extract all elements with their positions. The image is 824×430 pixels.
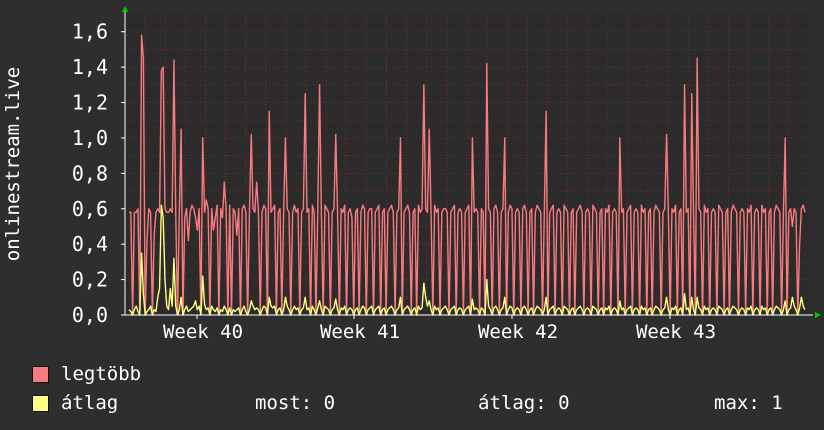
legend-swatch-max: [32, 365, 49, 383]
axes: [121, 6, 821, 319]
y-tick-label: 0,6: [72, 197, 108, 221]
x-tick-label: Week 41: [320, 321, 400, 343]
legend-item-avg: átlag: [32, 392, 119, 414]
stat-max: max: 1: [714, 392, 783, 414]
series-line-avg: [128, 204, 806, 316]
y-axis-arrow: [122, 6, 128, 12]
x-tick-label: Week 43: [636, 321, 716, 343]
y-tick-label: 1,6: [72, 20, 108, 44]
x-tick-label: Week 40: [163, 321, 243, 343]
legend-label-avg: átlag: [61, 392, 119, 414]
legend-label-max: legtöbb: [61, 363, 142, 385]
y-tick-label: 0,2: [72, 268, 108, 292]
x-tick-labels: Week 40 Week 41 Week 42 Week 43: [163, 321, 716, 343]
y-tick-label: 1,4: [72, 55, 108, 79]
legend-item-max: legtöbb: [32, 363, 142, 385]
y-tick-label: 1,0: [72, 126, 108, 150]
y-tick-label: 0,8: [72, 161, 108, 185]
y-tick-label: 0,4: [72, 232, 108, 256]
x-axis-arrow: [815, 312, 821, 318]
series-line-max: [129, 34, 806, 316]
y-tick-label: 1,2: [72, 91, 108, 115]
series-layer: [128, 34, 806, 316]
y-tick-label: 0,0: [72, 303, 108, 327]
legend-swatch-avg: [32, 394, 49, 412]
stat-average: átlag: 0: [478, 392, 570, 414]
stat-current: most: 0: [255, 392, 336, 414]
x-tick-label: Week 42: [478, 321, 558, 343]
y-tick-labels: 0,0 0,2 0,4 0,6 0,8 1,0 1,2 1,4 1,6: [72, 20, 108, 327]
y-axis-label: onlinestream.live: [2, 67, 24, 261]
